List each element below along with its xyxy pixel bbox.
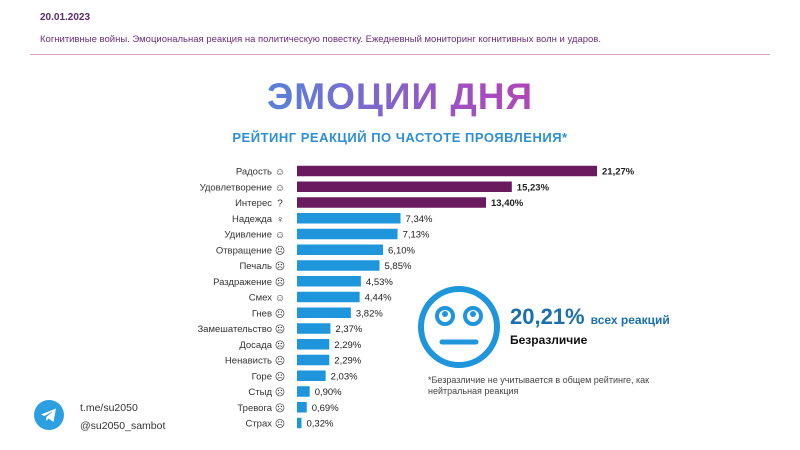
channel-link[interactable]: t.me/su2050 [80,402,138,414]
chart-title: РЕЙТИНГ РЕАКЦИЙ ПО ЧАСТОТЕ ПРОЯВЛЕНИЯ* [232,130,568,145]
value-label: 2,29% [334,340,361,351]
category-label: Интерес [235,198,272,209]
emotion-icon: ☹ [275,308,285,320]
value-label: 15,23% [517,182,550,193]
value-label: 2,03% [331,371,358,382]
headline: ЭМОЦИИ ДНЯ [0,76,800,118]
bar [297,228,398,240]
value-label: 2,29% [334,356,361,367]
emotion-icon: ☹ [275,402,285,414]
bar [297,386,310,397]
neutral-face-icon [418,286,500,368]
value-label: 6,10% [388,245,415,256]
bar [297,402,307,413]
telegram-icon[interactable] [34,400,64,430]
category-label: Печаль [239,261,272,272]
bar [297,165,597,177]
value-label: 7,13% [403,230,430,241]
value-label: 4,53% [366,277,393,288]
category-label: Отвращение [216,245,272,256]
category-label: Смех [249,293,272,304]
emotion-icon: ☹ [275,245,285,257]
value-label: 0,32% [307,419,334,430]
emotion-icon: ☹ [275,276,285,288]
category-label: Страх [245,419,272,430]
value-label: 7,34% [406,214,433,225]
value-label: 13,40% [491,198,524,209]
value-label: 3,82% [356,308,383,319]
bar [297,417,302,429]
category-label: Замешательство [197,324,272,335]
emotion-icon: ☹ [275,387,285,399]
category-label: Удовлетворение [200,182,272,193]
bar [297,307,351,318]
footnote: *Безразличие не учитывается в общем рейт… [428,375,650,396]
emotion-icon: ☺ [275,167,285,178]
bar [297,370,326,381]
bar [297,354,330,366]
emotion-icon: ☹ [275,261,285,273]
bar [297,339,330,350]
bar [297,276,361,287]
bar [297,213,401,224]
category-label: Удивление [224,230,272,241]
indifference-percent-suffix: всех реакций [590,313,670,327]
category-label: Гнев [252,308,272,319]
emotion-icon: ♀ [276,214,284,225]
emotion-icon: ? [277,199,283,210]
emotion-icon: ☺ [275,293,285,304]
indifference-label: Безразличие [510,333,588,347]
value-label: 21,27% [602,167,635,178]
bar [297,291,360,303]
value-label: 0,90% [315,387,342,398]
value-label: 2,37% [335,324,362,335]
category-label: Раздражение [213,277,272,288]
value-label: 5,85% [385,261,412,272]
bar [297,323,331,334]
report-date: 20.01.2023 [40,12,91,23]
emotion-icon: ☹ [275,324,285,336]
emotion-icon: ☹ [275,339,285,351]
bar [297,181,512,192]
emotion-icon: ☹ [275,355,285,367]
category-label: Ненависть [225,356,272,367]
category-label: Стыд [248,387,272,398]
header-divider [30,54,770,55]
category-label: Надежда [232,214,273,225]
indifference-percent: 20,21% всех реакций [510,304,670,329]
value-label: 4,44% [365,293,392,304]
category-label: Радость [236,167,272,178]
emotion-icon: ☹ [275,371,285,383]
category-label: Горе [252,371,272,382]
emotion-icon: ☺ [275,230,285,241]
report-subtitle: Когнитивные войны. Эмоциональная реакция… [40,34,601,45]
category-label: Тревога [237,403,272,414]
bot-link[interactable]: @su2050_sambot [80,420,166,432]
emotion-icon: ☹ [275,418,285,430]
bar [297,197,486,208]
emotion-icon: ☺ [275,183,285,194]
category-label: Досада [239,340,272,351]
bar [297,260,380,271]
bar [297,244,384,255]
value-label: 0,69% [312,403,339,414]
